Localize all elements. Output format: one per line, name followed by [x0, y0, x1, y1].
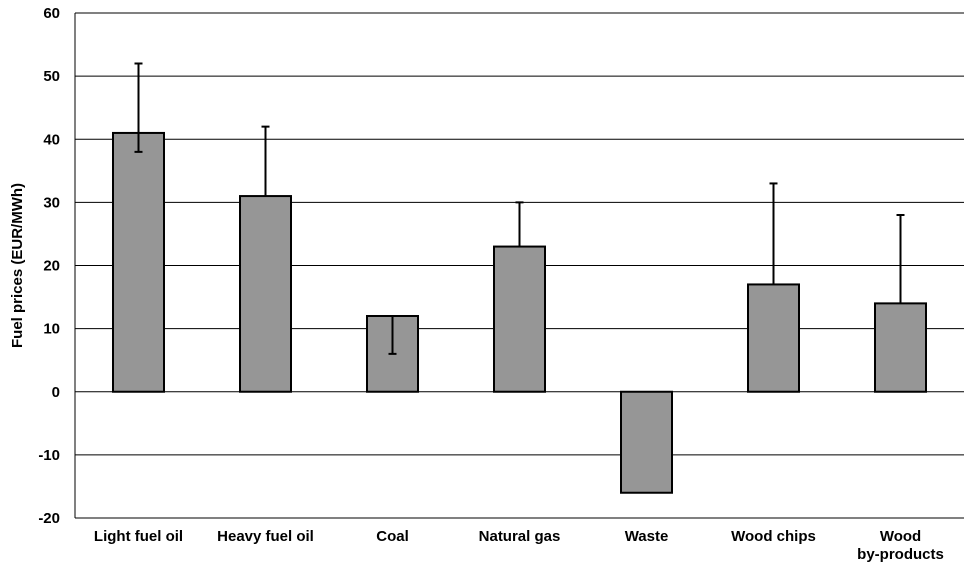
bar — [620, 390, 673, 494]
x-tick-label: Heavy fuel oil — [217, 528, 314, 545]
y-tick-label: 50 — [43, 68, 60, 85]
bar — [112, 131, 165, 393]
y-tick-label: -20 — [38, 510, 60, 527]
bar — [239, 195, 292, 393]
bars — [112, 131, 927, 494]
x-axis-ticks: Light fuel oil Heavy fuel oil Coal Natural … — [94, 528, 944, 563]
error-bars — [134, 62, 905, 355]
y-tick-label: 10 — [43, 321, 60, 338]
y-axis-ticks: -20 -10 0 10 20 30 40 50 60 — [38, 5, 60, 527]
bar — [747, 283, 800, 393]
x-tick-label: Wood by-products — [857, 528, 944, 563]
y-tick-label: 40 — [43, 131, 60, 148]
y-tick-label: 30 — [43, 194, 60, 211]
x-tick-label: Natural gas — [479, 528, 561, 545]
x-tick-label: Light fuel oil — [94, 528, 183, 545]
x-tick-label: Coal — [376, 528, 409, 545]
y-axis-label: Fuel prices (EUR/MWh) — [9, 183, 26, 348]
y-tick-label: -10 — [38, 447, 60, 464]
x-tick-label: Wood chips — [731, 528, 816, 545]
bar — [874, 302, 927, 393]
y-tick-label: 0 — [52, 384, 60, 401]
y-tick-label: 20 — [43, 258, 60, 275]
bar — [493, 245, 546, 393]
y-tick-label: 60 — [43, 5, 60, 22]
x-tick-label: Waste — [625, 528, 669, 545]
